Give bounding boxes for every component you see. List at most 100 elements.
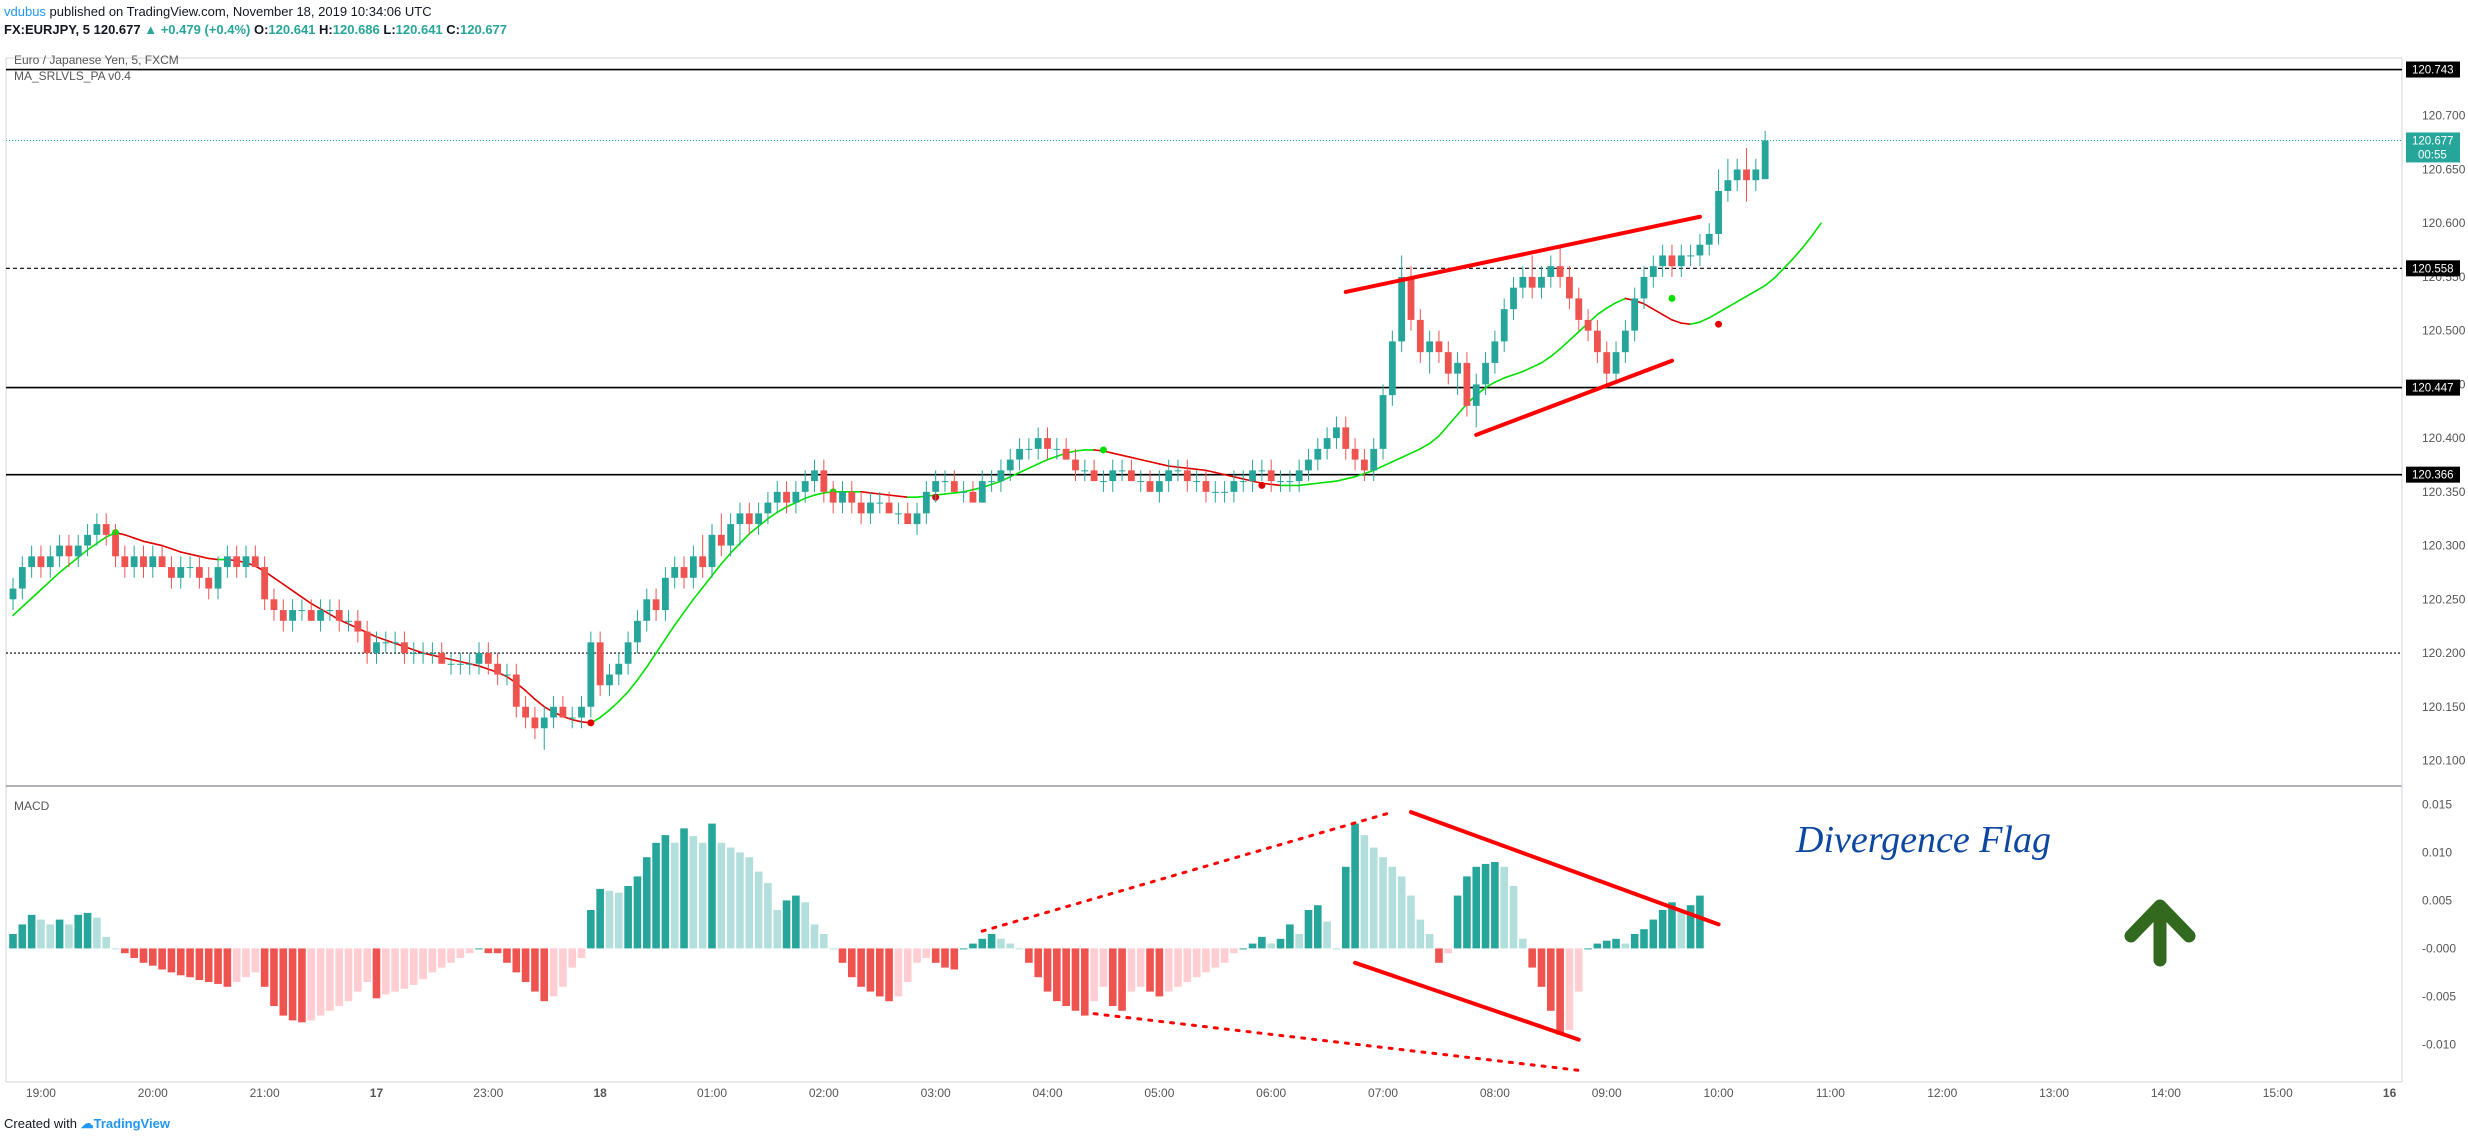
candle [550,696,557,729]
time-axis[interactable]: 19:00 20:00 21:00 17 23:00 18 01:00 02:00 03:00 0… [26,1086,2397,1100]
candle [438,642,446,664]
macd-bar [1146,948,1154,992]
candle-body [242,556,250,568]
candle-body [1510,287,1517,310]
candle-body [988,481,995,483]
candle [1556,244,1564,288]
ma-segment [1121,454,1133,459]
macd-bar [1025,948,1033,963]
ma-segment [897,495,909,499]
candle [1388,330,1396,406]
candle [1687,244,1694,267]
ma-segment [1037,458,1049,465]
macd-bar [400,948,409,989]
macd-bar [549,948,558,997]
candle-body [960,491,968,493]
macd-bar [754,871,763,949]
macd-bar [1435,948,1443,963]
macd-bar [1556,948,1564,1035]
price-tick-label: 120.100 [2422,754,2466,768]
candle [941,470,949,492]
last-price-tag: 120.677 00:55 [2406,132,2460,163]
ma-segment [1354,472,1366,478]
candle [1547,255,1555,288]
macd-bar [326,948,334,1011]
candle-body [997,470,1005,482]
candle [1016,438,1023,471]
candle-body [727,524,735,546]
candle [988,470,995,492]
macd-bar [810,924,819,949]
macd-bar [1239,948,1248,950]
candle-body [829,491,837,503]
candle [373,631,380,664]
price-axis[interactable]: 120.700120.650120.600120.550120.500120.4… [2406,61,2466,1052]
macd-bar [903,948,912,982]
time-tick-label: 13:00 [2039,1086,2069,1100]
ma-segment [1028,463,1039,470]
candle [102,513,110,546]
candle [764,491,772,525]
price-level-tag-bg [2406,61,2460,78]
ma-segment [1605,301,1617,309]
candle [540,706,548,750]
macd-bar [1425,934,1434,949]
candle-body [1500,309,1508,342]
candle [28,545,36,578]
ma-segment [12,606,24,617]
macd-bar [1081,948,1089,1016]
price-level-tag-bg [2406,466,2460,483]
candle-body [634,620,641,643]
macd-bar [1108,948,1117,1006]
candle [531,706,539,740]
ma-segment [1801,235,1813,249]
macd-bar [1192,948,1201,978]
macd-bar [195,948,204,981]
price-trendline [1343,214,1702,294]
candle-body [1072,459,1079,471]
price-trendline [1474,358,1674,437]
candle [559,696,567,718]
author-link[interactable]: vdubus [4,4,46,19]
candle-body [922,491,930,514]
annotation-divergence-flag: Divergence Flag [1795,819,2051,861]
candle [568,706,576,729]
countdown-text: 00:55 [2418,149,2447,161]
candle-body [1584,319,1592,331]
macd-bar [1500,866,1508,949]
candle [149,545,157,578]
candle [1081,459,1089,482]
macd-bar [633,876,642,949]
candle [1333,416,1340,449]
macd-bar [1528,948,1536,968]
macd-bar [1612,938,1620,949]
candle [1528,255,1536,299]
candle-body [792,491,800,503]
time-tick-label: 04:00 [1033,1086,1063,1100]
candle [1724,158,1732,202]
ma-segment [1074,449,1086,452]
candle-body [373,642,380,654]
candle [922,481,930,525]
ma-segment [1223,473,1235,478]
ma-segment [124,534,135,539]
candle [1566,266,1573,310]
candle-body [438,653,446,664]
candle-body [102,524,110,535]
ma-segment [375,636,387,641]
candle-body [494,663,502,675]
macd-bar [1584,948,1592,950]
candle [578,696,585,729]
last-price: 120.677 [93,22,141,37]
macd-bar [829,948,837,950]
candle-body [1482,362,1489,385]
ma-segment [1447,413,1459,427]
candle-body [503,674,511,676]
macd-bar [941,948,949,968]
time-tick-label: 05:00 [1144,1086,1174,1100]
candle [997,459,1005,492]
ma-segment [1522,366,1533,373]
tradingview-logo-icon[interactable]: ☁TradingView [80,1116,170,1131]
candle [1743,147,1750,202]
